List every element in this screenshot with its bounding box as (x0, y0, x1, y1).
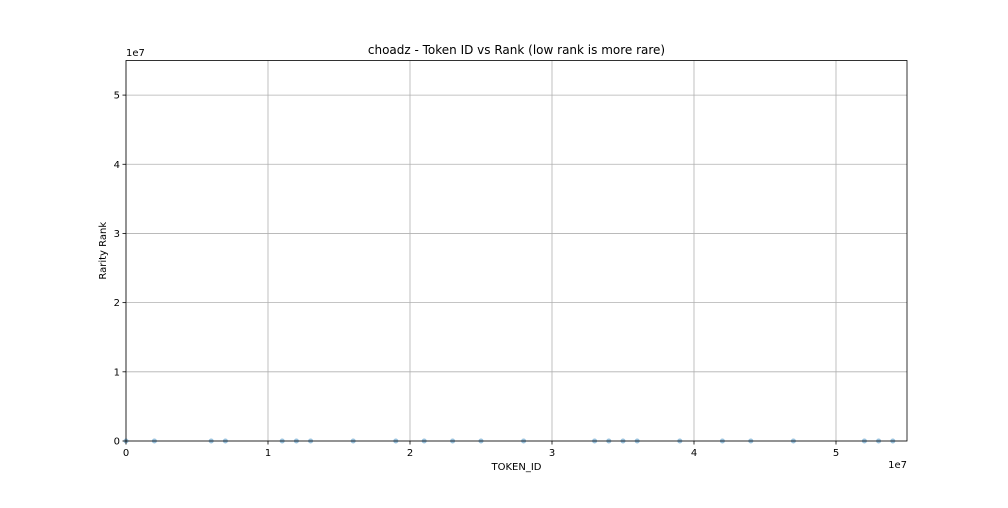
y-axis-label: Rarity Rank (98, 222, 109, 280)
x-tick-label: 5 (833, 448, 839, 459)
plot-frame (125, 60, 908, 442)
x-offset-text: 1e7 (888, 460, 907, 471)
x-tick-label: 3 (549, 448, 555, 459)
axis-ticks: 0 1 2 3 4 5 0 1 2 3 4 5 (114, 91, 840, 459)
x-tick-label: 1 (265, 448, 271, 459)
chart-title: choadz - Token ID vs Rank (low rank is m… (368, 43, 665, 57)
y-tick-label: 5 (114, 91, 120, 102)
y-tick-label: 0 (114, 437, 120, 448)
x-tick-label: 4 (691, 448, 697, 459)
x-axis-label: TOKEN_ID (491, 462, 542, 473)
x-tick-label: 0 (123, 448, 129, 459)
y-tick-label: 2 (114, 298, 120, 309)
y-tick-label: 3 (114, 229, 120, 240)
y-tick-label: 4 (114, 160, 120, 171)
y-tick-label: 1 (114, 367, 120, 378)
x-tick-label: 2 (407, 448, 413, 459)
y-offset-text: 1e7 (126, 48, 145, 59)
